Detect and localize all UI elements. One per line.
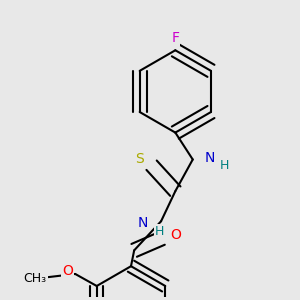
Text: S: S (135, 152, 144, 167)
Text: O: O (170, 228, 181, 242)
Text: N: N (205, 151, 215, 165)
Text: F: F (171, 31, 179, 45)
Text: H: H (220, 159, 229, 172)
Text: N: N (137, 216, 148, 230)
Text: CH₃: CH₃ (23, 272, 46, 285)
Text: O: O (62, 264, 73, 278)
Text: H: H (155, 225, 164, 238)
